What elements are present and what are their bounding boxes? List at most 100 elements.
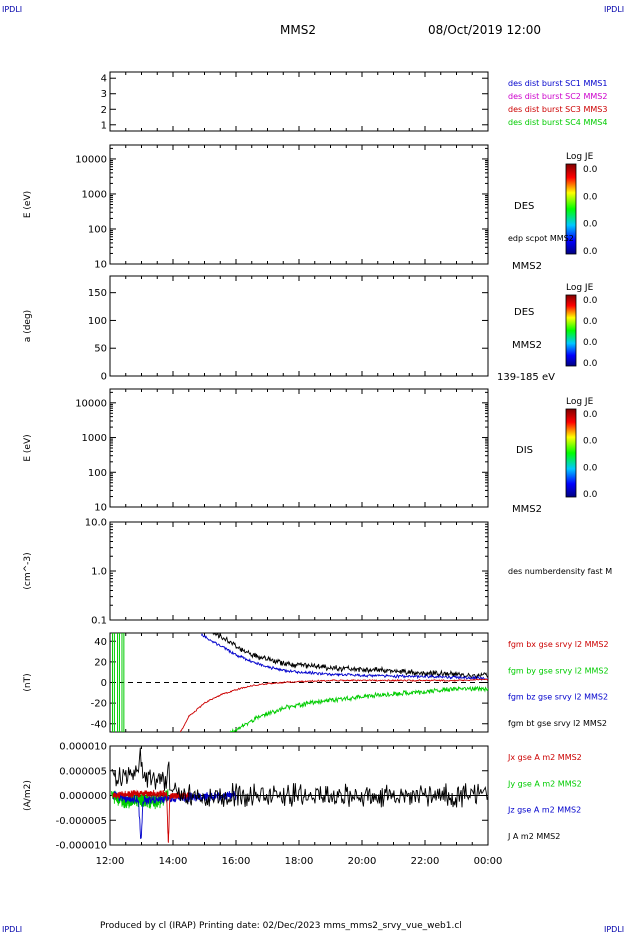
x-tick-label: 12:00 xyxy=(96,856,125,867)
y-tick-label: 1.0 xyxy=(91,567,107,578)
y-tick-label: 20 xyxy=(94,657,107,668)
y-tick-label: -0.000005 xyxy=(56,816,107,827)
y-tick-label: 0.000005 xyxy=(59,766,107,777)
y-axis-label: (nT) xyxy=(23,673,33,691)
legend-entry: fgm bt gse srvy l2 MMS2 xyxy=(508,719,607,728)
y-tick-label: 10.0 xyxy=(85,518,107,529)
side-label-spacecraft: MMS2 xyxy=(512,504,542,515)
x-tick-label: 00:00 xyxy=(474,856,503,867)
series-line-jz xyxy=(112,790,237,839)
panel-current-density: -0.000010 -0.000005 0.000000 0.000005 0.0000… xyxy=(23,742,582,852)
y-axis-label: (cm^-3) xyxy=(23,552,33,589)
y-tick-label: 50 xyxy=(94,344,107,355)
y-tick-label: 10 xyxy=(94,503,107,514)
series-line-bx xyxy=(179,678,488,732)
x-tick-label: 22:00 xyxy=(411,856,440,867)
y-axis-label: a (deg) xyxy=(23,310,33,342)
legend-entry: fgm bz gse srvy l2 MMS2 xyxy=(508,693,608,702)
y-tick-label: 100 xyxy=(88,224,107,235)
legend-entry: Jz gse A m2 MMS2 xyxy=(507,806,581,815)
side-label-instrument: DES xyxy=(514,307,534,318)
colorbar-tick-label: 0.0 xyxy=(583,165,598,175)
legend-entry: des dist burst SC1 MMS1 xyxy=(508,79,607,88)
panel-frame xyxy=(109,144,489,265)
colorbar xyxy=(565,294,577,367)
colorbar-tick-label: 0.0 xyxy=(583,490,598,500)
legend-entry: Jx gse A m2 MMS2 xyxy=(507,753,582,762)
colorbar-title: Log JE xyxy=(566,152,594,162)
legend-entry: des dist burst SC4 MMS4 xyxy=(508,118,607,127)
panels-layer: 1 2 3 4 des dist burst SC1 MMS1 des dist burs… xyxy=(23,71,612,852)
panel-number-density: 0.1 1.0 10.0 (cm^-3) des numberdensity fast … xyxy=(23,518,612,627)
legend-entry: Jy gse A m2 MMS2 xyxy=(507,779,582,788)
corner-label-bottom-right: IPDLI xyxy=(604,925,624,934)
colorbar-tick-label: 0.0 xyxy=(583,338,598,348)
corner-label-top-left: IPDLI xyxy=(2,5,22,14)
legend-entry: fgm bx gse srvy l2 MMS2 xyxy=(508,640,609,649)
side-label-overlay: edp scpot MMS2 xyxy=(508,234,574,243)
plot-date: 08/Oct/2019 12:00 xyxy=(428,23,541,37)
side-label-energy-range: 139-185 eV xyxy=(497,372,555,383)
colorbar xyxy=(565,408,577,498)
panel-spacecraft-index: 1 2 3 4 des dist burst SC1 MMS1 des dist burs… xyxy=(101,71,607,132)
panel-des-pitch-angle: 0 50 100 150 a (deg) Log JE 0.0 0.0 0.0 0.0 DES MMS… xyxy=(23,275,598,383)
colorbar xyxy=(565,163,577,255)
colorbar-tick-label: 0.0 xyxy=(583,437,598,447)
y-tick-label: -0.000010 xyxy=(56,841,107,852)
y-tick-label: 150 xyxy=(88,288,107,299)
y-tick-label: -20 xyxy=(91,699,107,710)
y-tick-label: 100 xyxy=(88,316,107,327)
y-tick-label: 10 xyxy=(94,260,107,271)
y-tick-label: 1000 xyxy=(82,189,107,200)
y-tick-label: 3 xyxy=(101,89,107,100)
y-axis-label: (A/m2) xyxy=(23,780,33,811)
y-tick-label: 4 xyxy=(101,74,107,85)
colorbar-tick-label: 0.0 xyxy=(583,220,598,230)
x-tick-label: 16:00 xyxy=(222,856,251,867)
y-tick-label: -40 xyxy=(91,719,107,730)
x-tick-label: 14:00 xyxy=(159,856,188,867)
panel-magnetic-field: -40 -20 0 20 40 (nT) fgm bx gse srvy l2 MMS2 fg… xyxy=(23,632,609,733)
time-axis: 12:00 14:00 16:00 18:00 20:00 22:00 00:00 xyxy=(96,856,503,867)
panel-dis-energy-spectrogram: 10 100 1000 10000 E (eV) Log JE 0.0 0.0 0.0 0.0 DI… xyxy=(23,388,598,515)
y-axis-label: E (eV) xyxy=(23,191,33,218)
y-tick-label: 10000 xyxy=(75,154,107,165)
corner-label-top-right: IPDLI xyxy=(604,5,624,14)
colorbar-tick-label: 0.0 xyxy=(583,410,598,420)
series-line-by xyxy=(229,685,488,732)
side-label-instrument: DIS xyxy=(516,445,533,456)
y-tick-label: 40 xyxy=(94,637,107,648)
series-line-j xyxy=(111,747,488,808)
y-tick-label: 1 xyxy=(101,120,107,131)
y-tick-label: 0 xyxy=(101,678,107,689)
colorbar-title: Log JE xyxy=(566,283,594,293)
y-tick-label: 10000 xyxy=(75,398,107,409)
panel-frame xyxy=(109,521,489,621)
panel-frame xyxy=(109,388,489,508)
panel-frame xyxy=(109,275,489,377)
legend-entry: des numberdensity fast M xyxy=(508,567,612,576)
colorbar-tick-label: 0.0 xyxy=(583,192,598,202)
y-tick-label: 0.000010 xyxy=(59,742,107,753)
colorbar-title: Log JE xyxy=(566,397,594,407)
x-tick-label: 18:00 xyxy=(285,856,314,867)
series-line-bt xyxy=(212,633,488,680)
y-tick-label: 0.1 xyxy=(91,616,107,627)
y-tick-label: 2 xyxy=(101,105,107,116)
series-line-bz xyxy=(200,633,488,682)
y-tick-label: 1000 xyxy=(82,433,107,444)
y-tick-label: 0 xyxy=(101,372,107,383)
panel-frame xyxy=(109,71,489,132)
colorbar-tick-label: 0.0 xyxy=(583,463,598,473)
y-tick-label: 0.000000 xyxy=(59,791,107,802)
colorbar-tick-label: 0.0 xyxy=(583,296,598,306)
y-tick-label: 100 xyxy=(88,468,107,479)
series-line-jx xyxy=(112,789,190,843)
y-axis-label: E (eV) xyxy=(23,434,33,461)
side-label-instrument: DES xyxy=(514,201,534,212)
legend-entry: des dist burst SC3 MMS3 xyxy=(508,105,607,114)
colorbar-tick-label: 0.0 xyxy=(583,317,598,327)
legend-entry: J A m2 MMS2 xyxy=(507,832,560,841)
side-label-spacecraft: MMS2 xyxy=(512,340,542,351)
corner-label-bottom-left: IPDLI xyxy=(2,925,22,934)
